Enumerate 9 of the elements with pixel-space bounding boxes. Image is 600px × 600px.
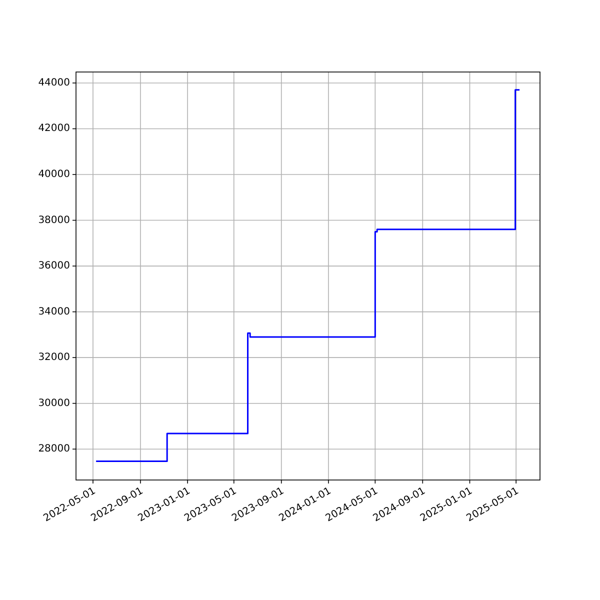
y-tick-label: 42000 bbox=[38, 123, 70, 134]
y-tick-label: 36000 bbox=[38, 260, 70, 272]
y-tick-label: 34000 bbox=[38, 306, 70, 318]
y-tick-label: 44000 bbox=[38, 77, 70, 88]
y-tick-label: 28000 bbox=[38, 444, 70, 455]
y-tick-label: 32000 bbox=[38, 352, 70, 364]
y-tick-label: 40000 bbox=[38, 169, 70, 180]
y-tick-label: 38000 bbox=[38, 214, 70, 226]
y-tick-label: 30000 bbox=[38, 398, 70, 409]
